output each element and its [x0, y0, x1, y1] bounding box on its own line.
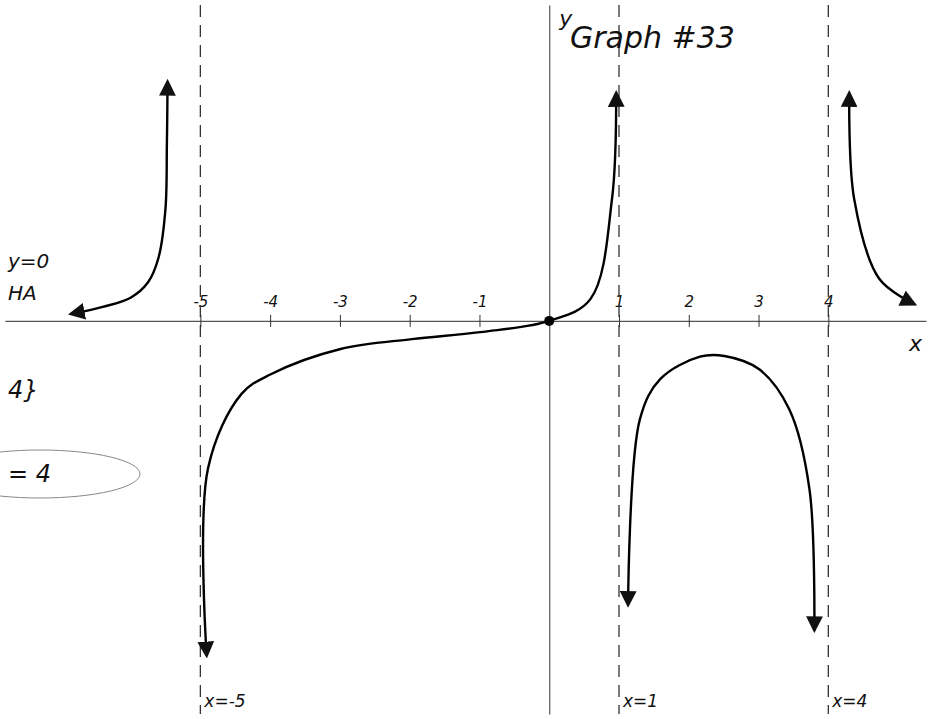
x-tick-label: 2 — [684, 293, 694, 311]
annotation: = 4 — [8, 460, 51, 488]
x-tick-label: -3 — [333, 293, 348, 311]
vertical-asymptote — [618, 5, 619, 714]
x-axis: -5-4-3-2-11234 — [6, 293, 927, 327]
x-axis-line — [6, 321, 927, 322]
plot-area — [71, 5, 914, 714]
asymptote-label: x=4 — [831, 691, 867, 711]
x-tick-label: -4 — [263, 293, 278, 311]
x-tick: -4 — [263, 293, 278, 327]
annotation: HA — [8, 281, 37, 305]
x-tick-label: -2 — [403, 293, 418, 311]
y-axis-line — [549, 6, 550, 715]
x-tick-label: 3 — [754, 293, 764, 311]
curve — [628, 355, 814, 630]
x-tick: -2 — [403, 293, 418, 327]
annotation: 4} — [8, 376, 39, 404]
x-tick-mark — [479, 315, 480, 327]
x-tick-mark — [410, 315, 411, 327]
x-tick: -3 — [333, 293, 348, 327]
x-tick: -1 — [472, 293, 487, 327]
asymptote-label: x=-5 — [203, 691, 245, 711]
x-tick-mark — [340, 315, 341, 327]
x-tick-mark — [689, 315, 690, 327]
asymptote-label: x=1 — [622, 691, 658, 711]
curve — [203, 93, 616, 655]
x-axis-title: x — [908, 331, 923, 356]
y-axis — [549, 6, 550, 715]
chart: -5-4-3-2-11234Graph #33yxx=-5x=1x=4y=0HA… — [0, 0, 931, 719]
origin-point — [544, 316, 554, 326]
x-tick-mark — [759, 315, 760, 327]
x-tick: 2 — [684, 293, 694, 327]
x-tick-mark — [270, 315, 271, 327]
curve — [71, 82, 167, 314]
annotation: y=0 — [7, 249, 49, 273]
annotation-ellipse — [0, 450, 140, 498]
x-tick: 3 — [754, 293, 764, 327]
vertical-asymptote — [828, 5, 829, 714]
y-axis-title: y — [558, 6, 573, 31]
title: Graph #33 — [570, 20, 735, 55]
vertical-asymptote — [200, 5, 201, 714]
x-tick-label: -1 — [472, 293, 487, 311]
curve — [849, 93, 914, 304]
